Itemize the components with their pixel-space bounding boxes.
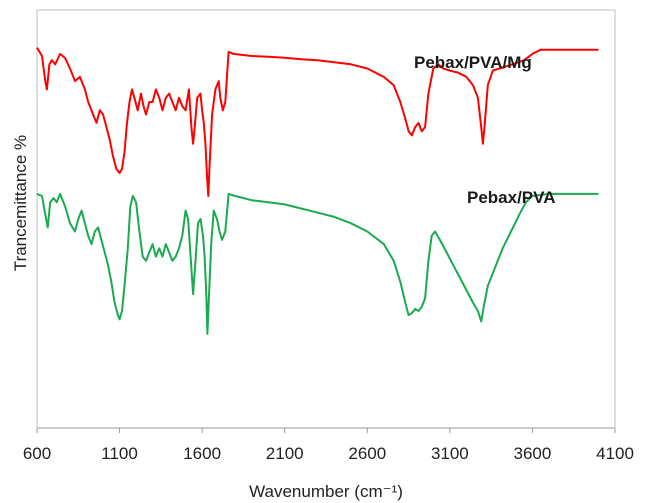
y-axis-title: Trancemittance % bbox=[11, 135, 30, 271]
x-tick-label: 1100 bbox=[101, 444, 138, 463]
x-tick-label: 2600 bbox=[348, 444, 386, 463]
x-tick-label: 600 bbox=[23, 444, 51, 463]
x-tick-label: 3600 bbox=[514, 444, 552, 463]
x-axis-title: Wavenumber (cm⁻¹) bbox=[249, 482, 403, 501]
plot-frame bbox=[36, 9, 616, 429]
series-layer bbox=[36, 47, 599, 335]
series-label-pebax-pva: Pebax/PVA bbox=[467, 188, 556, 207]
x-tick-label: 1600 bbox=[183, 444, 221, 463]
x-tick-label: 4100 bbox=[596, 444, 634, 463]
series-line-0 bbox=[36, 47, 599, 197]
series-label-pebax-pva-mg: Pebax/PVA/Mg bbox=[414, 53, 532, 72]
x-tick-label: 3100 bbox=[431, 444, 469, 463]
x-tick-label: 2100 bbox=[266, 444, 304, 463]
series-line-1 bbox=[36, 192, 599, 335]
x-axis-ticks: 600 1100 1600 2100 2600 3100 3600 4100 bbox=[23, 428, 634, 463]
